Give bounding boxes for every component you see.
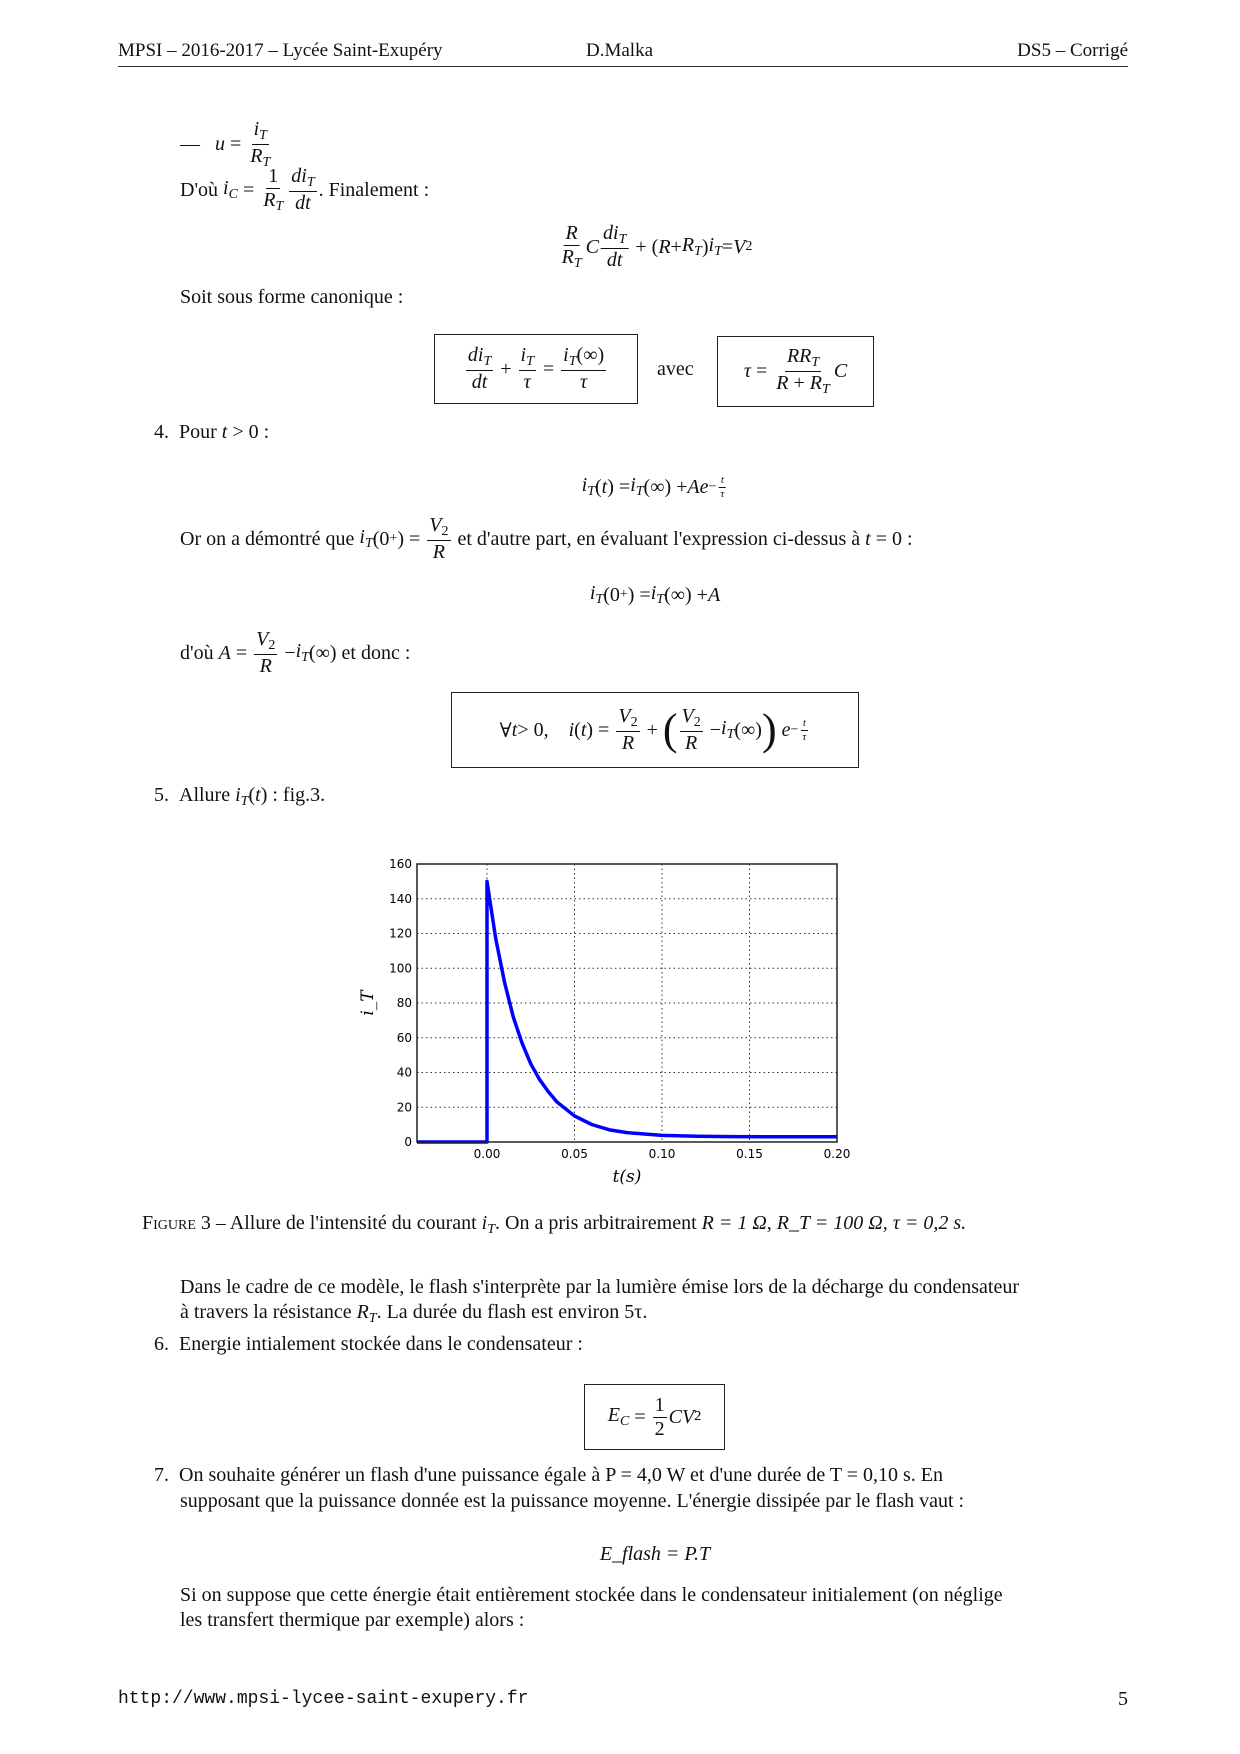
boxed-tau-equation: τ = RRT R + RT C [717, 336, 874, 407]
item-number: 5. [154, 784, 169, 806]
dash: — [180, 133, 200, 156]
item-7: 7. On souhaite générer un flash d'une pu… [154, 1464, 1128, 1487]
item-number: 7. [154, 1464, 169, 1486]
equation-at-zero: iT (0 +) = iT (∞) + A [589, 582, 721, 607]
item-7-line2: supposant que la puissance donnée est la… [180, 1490, 965, 1512]
equation-ic: D'où iC = 1 RT diT dt. Finalement : [180, 165, 430, 215]
text-avec: avec [657, 358, 694, 380]
text: . La durée du flash est environ 5τ. [376, 1301, 648, 1323]
figure-caption: Figure 3 – Allure de l'intensité du cour… [142, 1212, 967, 1237]
y-tick-label: 60 [397, 1031, 412, 1045]
item-number: 6. [154, 1333, 169, 1355]
caption-text: – Allure de l'intensité du courant [215, 1212, 477, 1234]
paragraph-last-2: les transfert thermique par exemple) alo… [180, 1609, 525, 1631]
item-5: 5. Allure iT(t) : fig.3. [154, 784, 326, 809]
y-tick-label: 120 [389, 927, 412, 941]
y-tick-label: 100 [389, 961, 412, 975]
page-number: 5 [1118, 1688, 1128, 1710]
x-tick-label: 0.15 [736, 1147, 763, 1161]
header-left: MPSI – 2016-2017 – Lycée Saint-Exupéry [118, 40, 443, 61]
text-finalement: . Finalement : [318, 178, 430, 201]
item-text: Allure [179, 784, 231, 806]
caption-label: Figure 3 [142, 1212, 211, 1234]
x-tick-label: 0.20 [824, 1147, 851, 1161]
y-tick-label: 0 [404, 1135, 412, 1149]
boxed-solution: ∀ t > 0, i(t) = V2 R + (V2 R − iT (∞)) e − t τ [451, 692, 859, 768]
text-dou-a: d'où [180, 641, 214, 664]
equation-general-solution: iT(t) = iT (∞) + Ae − t τ [581, 474, 726, 500]
header-center: D.Malka [586, 40, 654, 61]
figure-3-chart: 0 20 40 60 80 100 120 140 160 0.00 0.05 0.10 0.15 0.2… [358, 857, 851, 1187]
plot-frame [416, 863, 838, 1143]
x-tick-label: 0.00 [474, 1147, 501, 1161]
text-or: Or on a démontré que [180, 527, 355, 550]
boxed-canonical-equation: diT dt + iT τ = iT(∞) τ [434, 334, 638, 404]
text: à travers la résistance [180, 1301, 352, 1323]
y-axis-label: i_T [358, 989, 378, 1016]
y-tick-label: 140 [389, 892, 412, 906]
paragraph-last-1: Si on suppose que cette énergie était en… [180, 1584, 1003, 1606]
text-initial-condition: Or on a démontré que iT (0 +) = V2 R et d'a… [180, 514, 913, 564]
y-tick-label: 20 [397, 1100, 412, 1114]
y-tick-label: 80 [397, 996, 412, 1010]
series-line [417, 879, 837, 1144]
boxed-energy: EC = 1 2 CV 2 2 [584, 1384, 725, 1450]
item-number: 4. [154, 421, 169, 443]
x-tick-label: 0.05 [561, 1147, 588, 1161]
header-rule [118, 66, 1128, 67]
item-text: Energie intialement stockée dans le cond… [179, 1333, 583, 1355]
item-tail: : fig.3. [272, 784, 326, 806]
y-tick-label: 160 [389, 857, 412, 871]
item-6: 6. Energie intialement stockée dans le c… [154, 1333, 583, 1356]
paragraph-flash-2: à travers la résistance RT. La durée du … [180, 1301, 648, 1326]
caption-tail: . On a pris arbitrairement [495, 1212, 697, 1234]
caption-values: R = 1 Ω, R_T = 100 Ω, τ = 0,2 s. [701, 1212, 967, 1234]
item-text: On souhaite générer un flash d'une puiss… [179, 1464, 944, 1486]
header-right: DS5 – Corrigé [1017, 40, 1128, 61]
x-axis-label: t(s) [613, 1167, 642, 1187]
text-canonique: Soit sous forme canonique : [180, 286, 404, 308]
equation-u: — u = iT RT [180, 118, 271, 171]
item-4: 4. Pour t > 0 : [154, 421, 270, 443]
text-autre-part: et d'autre part, en évaluant l'expressio… [457, 527, 861, 550]
x-tick-label: 0.10 [649, 1147, 676, 1161]
text-dou: D'où [180, 178, 219, 201]
equation-eflash: E_flash = P.T [599, 1543, 711, 1565]
footer-url[interactable]: http://www.mpsi-lycee-saint-exupery.fr [118, 1689, 529, 1709]
text-A: d'où A = V2 R − iT (∞) et donc : [180, 628, 411, 678]
y-tick-label: 40 [397, 1066, 412, 1080]
item-text: Pour [179, 421, 217, 443]
paragraph-flash-1: Dans le cadre de ce modèle, le flash s'i… [180, 1276, 1019, 1298]
text-et-donc: et donc : [341, 641, 411, 664]
